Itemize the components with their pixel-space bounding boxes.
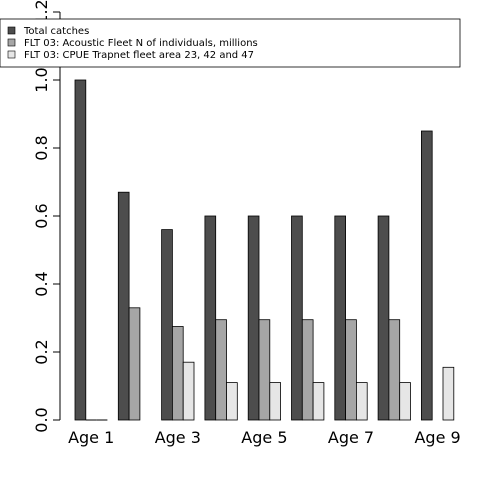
bar [204, 215, 217, 421]
bar [291, 215, 303, 421]
bar [258, 319, 271, 421]
y-tick-label: 0.6 [32, 203, 51, 228]
bar [420, 130, 433, 421]
bar [182, 361, 195, 421]
legend-box [0, 18, 461, 68]
bar [399, 382, 411, 421]
bar [301, 319, 314, 421]
y-tick-label: 0.4 [32, 271, 51, 296]
bar [247, 215, 260, 421]
y-tick-label: 0.0 [32, 407, 51, 432]
bar [171, 326, 184, 421]
legend-swatch [7, 38, 16, 47]
y-tick-label: 0.8 [32, 135, 51, 160]
bar [161, 229, 173, 421]
bar [312, 382, 325, 421]
legend-label: FLT 03: CPUE Trapnet fleet area 23, 42 a… [24, 50, 254, 61]
bar [226, 382, 238, 421]
x-tick-label: Age 5 [241, 428, 287, 447]
bar [74, 79, 87, 421]
bar [334, 215, 346, 421]
x-tick-label: Age 7 [328, 428, 374, 447]
chart-bars [74, 79, 455, 421]
bar [269, 382, 281, 421]
chart-axes: 0.0 0.2 0.4 0.6 0.8 1.0 1.2 Age 1 Age 3 Age 5 Age … [32, 0, 461, 447]
x-tick-label: Age 3 [155, 428, 201, 447]
bar [355, 382, 368, 421]
legend-swatch [7, 26, 16, 35]
bar [215, 319, 227, 421]
y-tick-label: 1.0 [32, 67, 51, 92]
y-tick-label: 0.2 [32, 339, 51, 364]
x-tick-label: Age 9 [414, 428, 460, 447]
x-tick-label: Age 1 [68, 428, 114, 447]
bar [345, 319, 357, 421]
legend-label: Total catches [23, 26, 89, 37]
legend-label: FLT 03: Acoustic Fleet N of individuals,… [24, 38, 258, 49]
legend-swatch [7, 50, 16, 59]
bar [377, 215, 390, 421]
bar [388, 319, 401, 421]
y-tick-label: 1.2 [32, 0, 51, 25]
bar [442, 366, 455, 421]
bar [128, 307, 141, 421]
bar [117, 191, 130, 421]
